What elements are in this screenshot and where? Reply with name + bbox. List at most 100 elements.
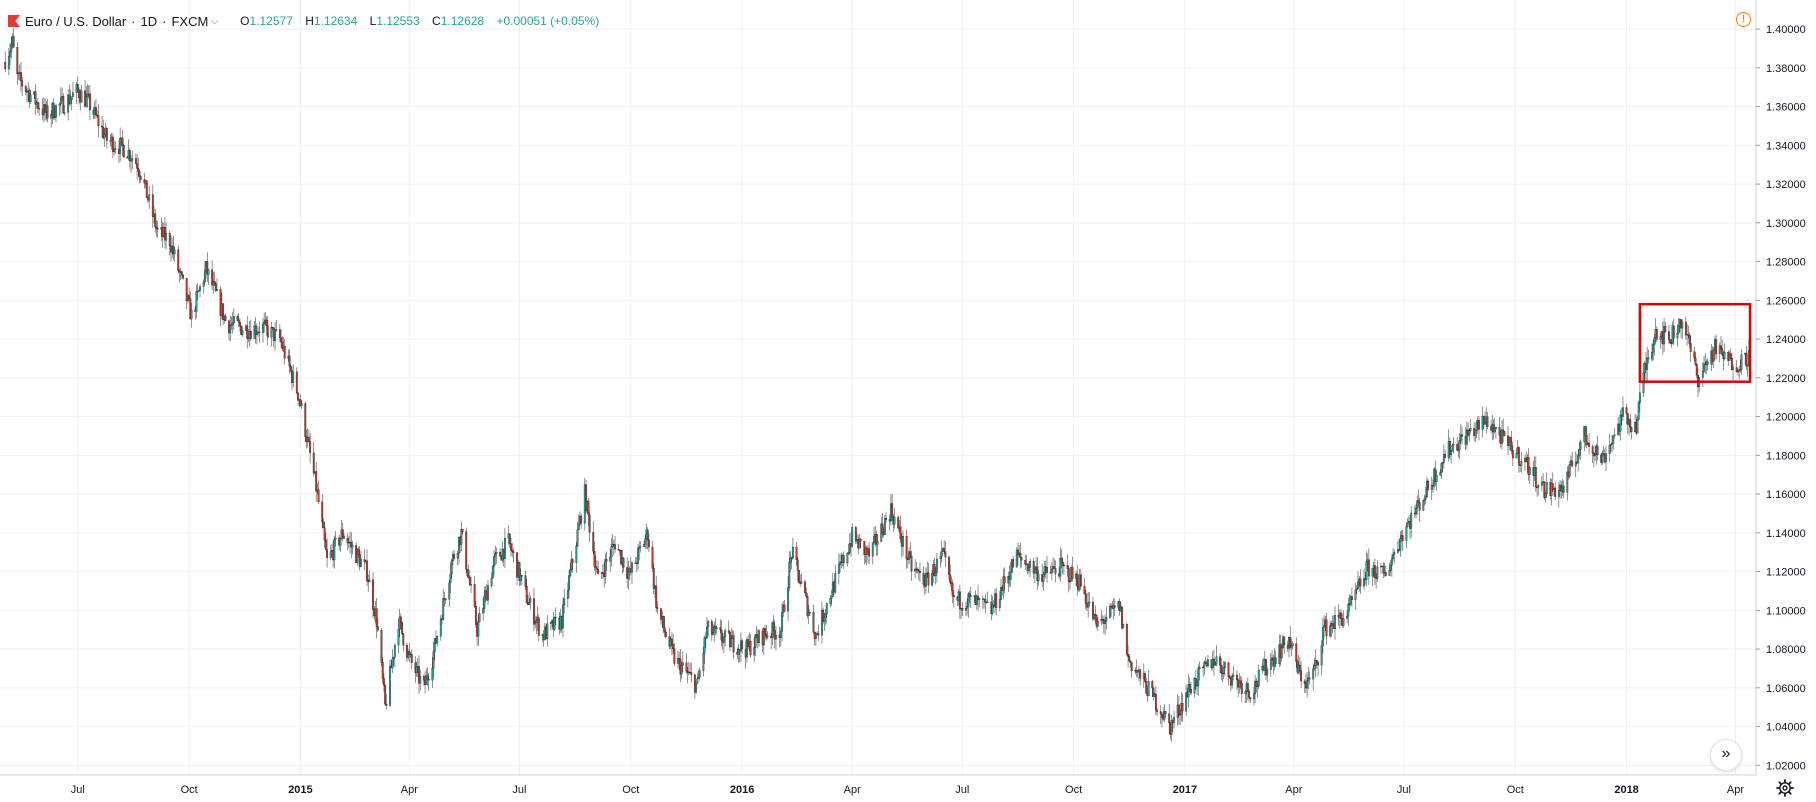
candle-body <box>1493 428 1496 433</box>
candle-body <box>644 538 647 545</box>
candle <box>1012 556 1015 568</box>
candle <box>1619 409 1622 441</box>
candle-body <box>1249 697 1252 699</box>
candle-body <box>754 634 757 648</box>
candle-body <box>1638 392 1641 403</box>
candle <box>1545 472 1548 498</box>
candle <box>1608 433 1611 462</box>
candle <box>1503 430 1506 437</box>
candle-body <box>837 564 840 574</box>
candle-body <box>384 685 387 705</box>
low-label: L <box>369 14 377 28</box>
candle-body <box>1290 645 1293 648</box>
candle-body <box>76 84 79 90</box>
candle-body <box>758 630 760 644</box>
candle <box>1257 664 1260 690</box>
candle <box>1084 589 1087 610</box>
candle-body <box>931 573 933 586</box>
candle-body <box>876 541 879 545</box>
interval[interactable]: 1D <box>140 13 158 29</box>
exclamation-circle-icon[interactable]: ! <box>1736 12 1751 27</box>
candle <box>644 534 647 549</box>
gear-icon[interactable] <box>1776 779 1794 797</box>
candle <box>571 557 574 573</box>
candle-body <box>1457 449 1460 451</box>
candle <box>528 591 531 605</box>
candle <box>24 84 27 96</box>
candle <box>1346 610 1349 624</box>
candle-body <box>609 556 612 562</box>
candle-body <box>1024 559 1027 565</box>
candle <box>249 319 252 342</box>
chevron-down-icon[interactable]: ⌵ <box>211 15 219 26</box>
candle-body <box>1159 711 1162 715</box>
candle-body <box>1204 661 1207 664</box>
candle-body <box>38 108 41 110</box>
candle <box>119 127 122 162</box>
candle <box>637 544 639 570</box>
candle <box>837 553 840 585</box>
candle-body <box>1325 619 1328 637</box>
candle-body <box>706 626 708 638</box>
candle <box>477 614 480 646</box>
candle-body <box>258 331 261 333</box>
candle-body <box>569 569 572 577</box>
candle-body <box>854 527 857 542</box>
candle-body <box>795 546 798 561</box>
candle-body <box>1009 571 1012 580</box>
candle-body <box>975 595 978 605</box>
candle-body <box>1027 567 1030 571</box>
candle <box>154 209 157 233</box>
candle <box>798 570 800 584</box>
scroll-to-realtime-button[interactable]: » <box>1710 739 1742 771</box>
candle-body <box>1032 561 1035 574</box>
candle-body <box>1129 660 1132 663</box>
candle <box>9 42 11 66</box>
candle <box>1672 318 1675 345</box>
candle <box>1357 571 1359 589</box>
candle-body <box>1574 461 1577 467</box>
candle-body <box>431 668 434 681</box>
candle-body <box>922 572 925 585</box>
candle <box>1187 673 1190 708</box>
candle <box>1214 661 1217 666</box>
candle-body <box>401 621 404 634</box>
candle-body <box>1612 435 1615 444</box>
candle-body <box>948 556 950 575</box>
candle <box>1602 445 1605 457</box>
candle-body <box>1605 453 1607 463</box>
candle <box>1452 436 1455 454</box>
candle <box>1585 426 1588 448</box>
exchange[interactable]: FXCM <box>171 13 209 29</box>
candle-body <box>652 567 655 589</box>
candle-body <box>1367 559 1370 577</box>
candle-body <box>1449 440 1451 456</box>
candle <box>1135 659 1138 677</box>
candle-body <box>1591 446 1594 454</box>
candle-body <box>334 537 337 540</box>
time-tick-label: Apr <box>844 784 861 796</box>
red-flag-icon[interactable] <box>8 15 20 27</box>
candle-body <box>1007 575 1010 584</box>
candle-body <box>1312 668 1315 680</box>
candle <box>647 533 650 552</box>
candle <box>568 569 570 598</box>
candle-body <box>1424 496 1427 500</box>
symbol-name[interactable]: Euro / U.S. Dollar <box>25 13 127 29</box>
candle-body <box>317 489 320 503</box>
candle-body <box>408 651 411 655</box>
candle <box>1695 363 1698 379</box>
candle-body <box>533 598 535 625</box>
candle <box>304 401 307 442</box>
candle <box>86 83 89 109</box>
candle-body <box>655 585 658 608</box>
candle-body <box>546 623 549 640</box>
candle <box>834 564 837 594</box>
candle-body <box>806 595 809 616</box>
candle <box>789 550 792 572</box>
candle <box>1578 442 1581 459</box>
time-axis-bg[interactable] <box>0 775 1816 802</box>
price-axis-bg[interactable] <box>1756 0 1816 802</box>
candle <box>1365 551 1368 587</box>
